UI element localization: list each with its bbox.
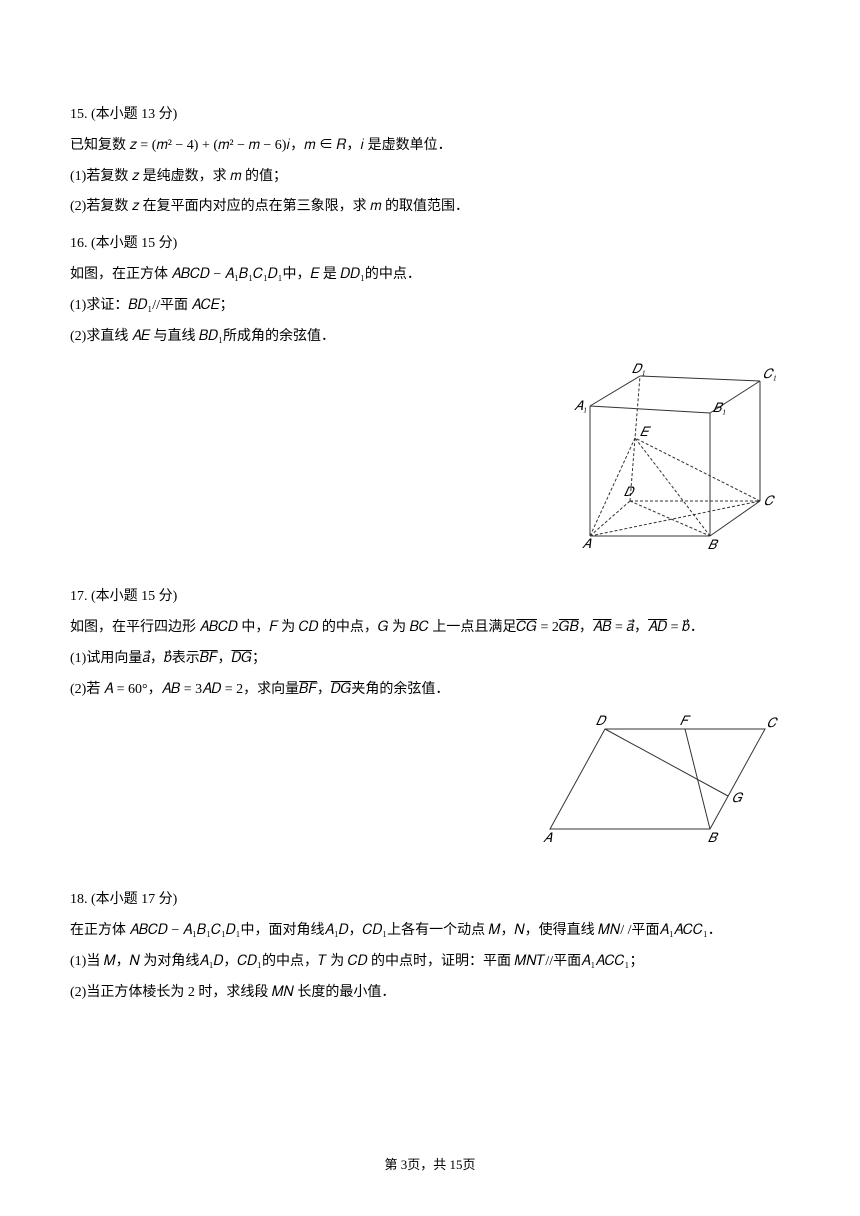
label-C: 𝐶	[764, 493, 776, 508]
label-B1: 𝐵₁	[713, 400, 726, 415]
q17-figure: 𝐴 𝐵 𝐶 𝐷 𝐹 𝐺	[540, 709, 780, 857]
page-footer: 第 3页，共 15页	[0, 1151, 860, 1180]
q18-given: 在正方体 𝐴𝐵𝐶𝐷 − 𝐴₁𝐵₁𝐶₁𝐷₁中，面对角线𝐴₁𝐷，𝐶𝐷₁上各有一个动点…	[70, 916, 790, 947]
q17-p2-prefix: (2)若 𝐴 = 60°，𝐴𝐵 = 3𝐴𝐷 = 2，求向量	[70, 682, 299, 697]
pg-label-G: 𝐺	[732, 790, 744, 805]
cube-diagram: 𝐴 𝐵 𝐶 𝐷 𝐴₁ 𝐵₁ 𝐶₁ 𝐷₁ 𝐸	[560, 356, 780, 551]
q16-part1: (1)求证：𝐵𝐷₁//平面 𝐴𝐶𝐸；	[70, 291, 790, 322]
q17-p1-suffix: ；	[252, 651, 266, 666]
q15-header: 15. (本小题 13 分)	[70, 100, 790, 131]
q16-header: 16. (本小题 15 分)	[70, 229, 790, 260]
q15-part1: (1)若复数 𝑧 是纯虚数，求 𝑚 的值；	[70, 162, 790, 193]
sep2: ，	[217, 651, 231, 666]
pg-label-B: 𝐵	[708, 830, 719, 844]
eq1: = 2	[537, 620, 559, 635]
vec-DG: 𝐷𝐺	[231, 651, 251, 666]
vec-DG2: 𝐷𝐺	[331, 682, 351, 697]
footer-suffix: 页	[463, 1157, 476, 1172]
problem-17: 17. (本小题 15 分) 如图，在平行四边形 𝐴𝐵𝐶𝐷 中，𝐹 为 𝐶𝐷 的…	[70, 582, 790, 869]
label-B: 𝐵	[708, 537, 719, 551]
vec-BF: 𝐵𝐹	[200, 651, 218, 666]
label-E: 𝐸	[640, 424, 652, 439]
vec-AB: 𝐴𝐵	[593, 620, 612, 635]
q17-given: 如图，在平行四边形 𝐴𝐵𝐶𝐷 中，𝐹 为 𝐶𝐷 的中点，𝐺 为 𝐵𝐶 上一点且满…	[70, 613, 790, 644]
q18-part2: (2)当正方体棱长为 2 时，求线段 𝑀𝑁 长度的最小值．	[70, 978, 790, 1009]
footer-total: 15	[450, 1157, 463, 1172]
pg-label-D: 𝐷	[596, 713, 607, 728]
q17-part1: (1)试用向量𝑎⃗，𝑏⃗表示𝐵𝐹，𝐷𝐺；	[70, 644, 790, 675]
q15-given: 已知复数 𝑧 = (𝑚² − 4) + (𝑚² − 𝑚 − 6)𝑖，𝑚 ∈ 𝑅，…	[70, 131, 790, 162]
eq3: = 𝑎⃗，	[612, 620, 649, 635]
label-C1: 𝐶₁	[763, 366, 777, 381]
vec-CG: 𝐶𝐺	[516, 620, 537, 635]
label-D1: 𝐷₁	[632, 361, 646, 376]
vec-AD: 𝐴𝐷	[648, 620, 667, 635]
problem-15: 15. (本小题 13 分) 已知复数 𝑧 = (𝑚² − 4) + (𝑚² −…	[70, 100, 790, 223]
q18-header: 18. (本小题 17 分)	[70, 885, 790, 916]
q17-header: 17. (本小题 15 分)	[70, 582, 790, 613]
sep1: ，	[579, 620, 593, 635]
q18-part1: (1)当 𝑀，𝑁 为对角线𝐴₁𝐷，𝐶𝐷₁的中点，𝑇 为 𝐶𝐷 的中点时，证明：平…	[70, 947, 790, 978]
vec-BF2: 𝐵𝐹	[299, 682, 317, 697]
problem-18: 18. (本小题 17 分) 在正方体 𝐴𝐵𝐶𝐷 − 𝐴₁𝐵₁𝐶₁𝐷₁中，面对角…	[70, 885, 790, 1008]
pg-label-A: 𝐴	[543, 830, 553, 844]
vec-GB: 𝐺𝐵	[559, 620, 579, 635]
q17-given-prefix: 如图，在平行四边形 𝐴𝐵𝐶𝐷 中，𝐹 为 𝐶𝐷 的中点，𝐺 为 𝐵𝐶 上一点且满…	[70, 620, 516, 635]
q17-p2-suffix: 夹角的余弦值．	[351, 682, 449, 697]
q16-part2: (2)求直线 𝐴𝐸 与直线 𝐵𝐷₁所成角的余弦值．	[70, 322, 790, 353]
footer-mid: 页，共	[407, 1157, 449, 1172]
q16-figure: 𝐴 𝐵 𝐶 𝐷 𝐴₁ 𝐵₁ 𝐶₁ 𝐷₁ 𝐸	[560, 356, 780, 564]
pg-label-F: 𝐹	[680, 713, 691, 728]
eq4: = 𝑏⃗．	[667, 620, 704, 635]
parallelogram-diagram: 𝐴 𝐵 𝐶 𝐷 𝐹 𝐺	[540, 709, 780, 844]
pg-label-C: 𝐶	[767, 715, 779, 730]
label-D: 𝐷	[624, 484, 635, 499]
sep3: ，	[317, 682, 331, 697]
problem-16: 16. (本小题 15 分) 如图，在正方体 𝐴𝐵𝐶𝐷 − 𝐴₁𝐵₁𝐶₁𝐷₁中，…	[70, 229, 790, 576]
q17-part2: (2)若 𝐴 = 60°，𝐴𝐵 = 3𝐴𝐷 = 2，求向量𝐵𝐹，𝐷𝐺夹角的余弦值…	[70, 675, 790, 706]
label-A: 𝐴	[582, 536, 592, 551]
q17-p1-prefix: (1)试用向量𝑎⃗，𝑏⃗表示	[70, 651, 200, 666]
footer-prefix: 第	[384, 1157, 400, 1172]
label-A1: 𝐴₁	[574, 398, 587, 413]
q16-given: 如图，在正方体 𝐴𝐵𝐶𝐷 − 𝐴₁𝐵₁𝐶₁𝐷₁中，𝐸 是 𝐷𝐷₁的中点．	[70, 260, 790, 291]
q15-part2: (2)若复数 𝑧 在复平面内对应的点在第三象限，求 𝑚 的取值范围．	[70, 192, 790, 223]
